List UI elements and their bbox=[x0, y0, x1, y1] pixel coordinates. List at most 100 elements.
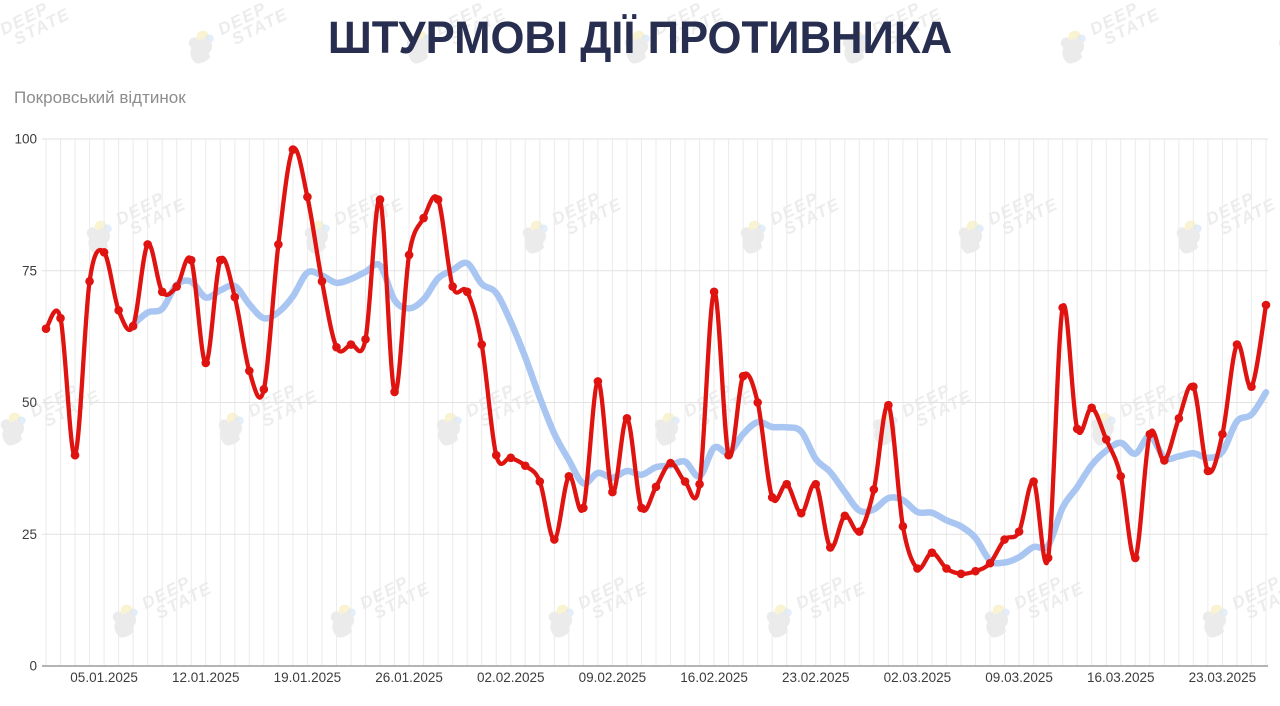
data-point-marker bbox=[869, 485, 879, 494]
data-point-marker bbox=[927, 548, 937, 557]
data-point-marker bbox=[1189, 382, 1198, 391]
data-point-marker bbox=[186, 255, 196, 265]
data-point-marker bbox=[157, 287, 167, 297]
data-point-marker bbox=[680, 477, 690, 486]
data-point-marker bbox=[956, 569, 966, 579]
y-axis-tick-label: 25 bbox=[22, 527, 37, 542]
data-point-marker bbox=[622, 414, 632, 423]
data-point-marker bbox=[637, 503, 646, 513]
data-point-marker bbox=[215, 255, 225, 265]
y-axis-tick-label: 0 bbox=[29, 659, 37, 674]
data-point-marker bbox=[477, 340, 487, 349]
data-point-marker bbox=[1116, 471, 1126, 481]
data-point-marker bbox=[274, 240, 283, 249]
x-axis-labels: 05.01.2025 12.01.2025 19.01.2025 26.01.2025… bbox=[70, 670, 1256, 685]
data-point-marker bbox=[419, 213, 428, 223]
data-point-marker bbox=[593, 377, 603, 386]
data-point-marker bbox=[56, 313, 65, 323]
data-point-marker bbox=[767, 493, 777, 502]
data-point-marker bbox=[128, 321, 138, 331]
daily-series bbox=[41, 145, 1271, 579]
page-title: ШТУРМОВІ ДІЇ ПРОТИВНИКА bbox=[327, 12, 953, 63]
data-point-marker bbox=[303, 192, 312, 202]
x-axis-tick-label: 02.02.2025 bbox=[477, 670, 545, 685]
x-axis-tick-label: 26.01.2025 bbox=[375, 670, 443, 685]
data-point-marker bbox=[811, 479, 821, 489]
data-point-marker bbox=[1174, 414, 1184, 423]
y-axis-labels: 0 25 50 75 100 bbox=[14, 132, 37, 674]
data-point-marker bbox=[491, 450, 501, 460]
data-point-marker bbox=[666, 458, 675, 468]
data-point-marker bbox=[1072, 424, 1082, 434]
data-point-marker bbox=[1203, 466, 1213, 476]
data-point-marker bbox=[1058, 303, 1067, 312]
data-point-marker bbox=[1232, 340, 1242, 349]
data-point-marker bbox=[855, 527, 864, 536]
x-axis-tick-label: 02.03.2025 bbox=[884, 670, 952, 685]
data-point-marker bbox=[1130, 553, 1140, 563]
data-point-marker bbox=[942, 564, 951, 573]
data-point-marker bbox=[985, 558, 995, 568]
data-point-marker bbox=[651, 482, 661, 492]
y-axis-tick-label: 50 bbox=[22, 395, 37, 410]
data-point-marker bbox=[433, 195, 443, 204]
data-point-marker bbox=[41, 324, 51, 334]
data-point-marker bbox=[114, 305, 123, 315]
data-point-marker bbox=[332, 342, 341, 352]
x-axis-tick-label: 16.02.2025 bbox=[680, 670, 748, 685]
grid-horizontal bbox=[42, 138, 1268, 667]
data-point-marker bbox=[288, 145, 298, 154]
data-point-marker bbox=[1029, 477, 1038, 486]
data-point-marker bbox=[201, 358, 211, 368]
data-point-marker bbox=[709, 287, 719, 297]
data-point-marker bbox=[753, 398, 762, 407]
data-point-marker bbox=[259, 385, 269, 394]
data-point-marker bbox=[70, 450, 80, 460]
data-point-marker bbox=[245, 366, 254, 376]
y-axis-tick-label: 100 bbox=[14, 132, 37, 147]
data-point-marker bbox=[448, 282, 457, 291]
data-point-marker bbox=[695, 479, 704, 489]
data-point-marker bbox=[143, 240, 152, 249]
data-point-marker bbox=[85, 276, 94, 286]
data-point-marker bbox=[738, 371, 748, 381]
data-point-marker bbox=[1043, 553, 1053, 563]
data-point-marker bbox=[724, 450, 733, 460]
data-point-marker bbox=[506, 453, 516, 463]
data-point-marker bbox=[971, 566, 980, 576]
data-point-marker bbox=[390, 387, 399, 397]
data-point-marker bbox=[1218, 429, 1227, 439]
data-point-marker bbox=[230, 292, 240, 302]
data-point-marker bbox=[1014, 527, 1024, 536]
x-axis-tick-label: 12.01.2025 bbox=[172, 670, 240, 685]
x-axis-tick-label: 09.03.2025 bbox=[985, 670, 1053, 685]
data-point-marker bbox=[898, 522, 908, 531]
data-point-marker bbox=[782, 479, 792, 489]
data-point-marker bbox=[884, 400, 893, 410]
data-point-marker bbox=[317, 276, 327, 286]
data-point-marker bbox=[1247, 382, 1256, 391]
x-axis-tick-label: 19.01.2025 bbox=[274, 670, 342, 685]
x-axis-tick-label: 23.02.2025 bbox=[782, 670, 850, 685]
data-point-marker bbox=[1087, 403, 1097, 413]
data-point-marker bbox=[404, 250, 414, 260]
data-point-marker bbox=[579, 503, 588, 513]
chart-subtitle: Покровський відтинок bbox=[14, 88, 186, 107]
x-axis-tick-label: 09.02.2025 bbox=[579, 670, 647, 685]
data-point-marker bbox=[1160, 456, 1169, 465]
data-point-marker bbox=[825, 543, 835, 552]
data-point-marker bbox=[346, 340, 356, 349]
data-point-marker bbox=[796, 508, 806, 518]
data-point-marker bbox=[1145, 429, 1155, 439]
x-axis-tick-label: 16.03.2025 bbox=[1087, 670, 1155, 685]
x-axis-tick-label: 05.01.2025 bbox=[70, 670, 138, 685]
data-point-marker bbox=[564, 471, 574, 481]
data-point-marker bbox=[361, 334, 370, 344]
data-point-marker bbox=[375, 195, 385, 204]
x-axis-tick-label: 23.03.2025 bbox=[1189, 670, 1257, 685]
data-point-marker bbox=[840, 511, 850, 521]
data-point-marker bbox=[462, 287, 472, 297]
data-point-marker bbox=[1261, 300, 1271, 310]
